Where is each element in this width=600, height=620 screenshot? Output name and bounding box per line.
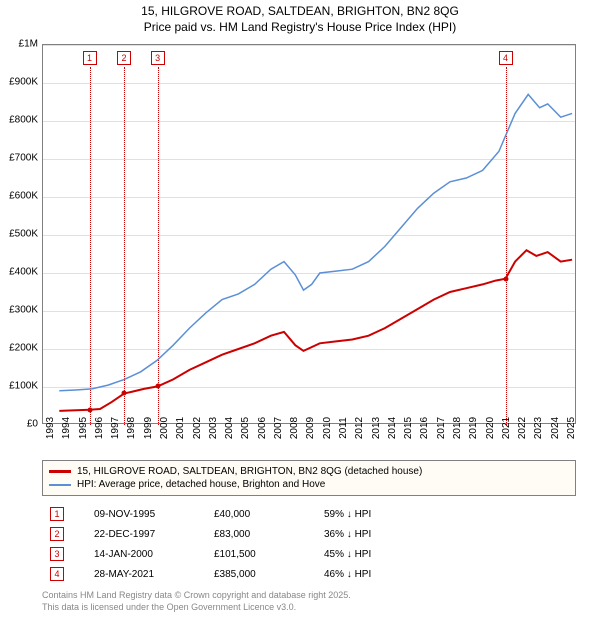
event-date: 14-JAN-2000 <box>94 549 214 560</box>
event-row: 3 14-JAN-2000£101,50045% ↓ HPI <box>42 544 576 564</box>
legend-row: HPI: Average price, detached house, Brig… <box>49 478 569 491</box>
title-line-1: 15, HILGROVE ROAD, SALTDEAN, BRIGHTON, B… <box>0 4 600 20</box>
marker-box: 2 <box>117 51 131 65</box>
event-marker: 3 <box>50 547 64 561</box>
footer: Contains HM Land Registry data © Crown c… <box>42 590 351 613</box>
y-axis-tick: £0 <box>27 419 38 430</box>
event-price: £83,000 <box>214 529 324 540</box>
y-axis-tick: £300K <box>9 305 38 316</box>
event-date: 28-MAY-2021 <box>94 569 214 580</box>
event-row: 2 22-DEC-1997£83,00036% ↓ HPI <box>42 524 576 544</box>
data-point <box>122 391 127 396</box>
y-axis-tick: £800K <box>9 115 38 126</box>
event-marker: 2 <box>50 527 64 541</box>
y-axis-tick: £400K <box>9 267 38 278</box>
events-table: 1 09-NOV-1995£40,00059% ↓ HPI 2 22-DEC-1997… <box>42 504 576 584</box>
event-delta: 45% ↓ HPI <box>324 549 371 560</box>
event-delta: 36% ↓ HPI <box>324 529 371 540</box>
series-line-hpi <box>59 94 572 390</box>
y-axis-tick: £500K <box>9 229 38 240</box>
event-date: 22-DEC-1997 <box>94 529 214 540</box>
footer-line-2: This data is licensed under the Open Gov… <box>42 602 351 614</box>
y-axis-tick: £200K <box>9 343 38 354</box>
event-row: 4 28-MAY-2021£385,00046% ↓ HPI <box>42 564 576 584</box>
legend-box: 15, HILGROVE ROAD, SALTDEAN, BRIGHTON, B… <box>42 460 576 496</box>
event-delta: 59% ↓ HPI <box>324 509 371 520</box>
event-delta: 46% ↓ HPI <box>324 569 371 580</box>
marker-box: 4 <box>499 51 513 65</box>
y-axis-tick: £700K <box>9 153 38 164</box>
data-point <box>155 384 160 389</box>
y-axis-tick: £100K <box>9 381 38 392</box>
title-block: 15, HILGROVE ROAD, SALTDEAN, BRIGHTON, B… <box>0 0 600 35</box>
legend-swatch-2 <box>49 484 71 486</box>
series-line-price_paid <box>59 250 572 411</box>
event-date: 09-NOV-1995 <box>94 509 214 520</box>
marker-box: 1 <box>83 51 97 65</box>
event-row: 1 09-NOV-1995£40,00059% ↓ HPI <box>42 504 576 524</box>
y-axis-tick: £1M <box>19 39 38 50</box>
footer-line-1: Contains HM Land Registry data © Crown c… <box>42 590 351 602</box>
y-axis-tick: £900K <box>9 77 38 88</box>
event-price: £101,500 <box>214 549 324 560</box>
chart-plot-area: 1 2 3 4 <box>42 44 576 424</box>
legend-label-1: 15, HILGROVE ROAD, SALTDEAN, BRIGHTON, B… <box>77 466 422 477</box>
event-marker: 4 <box>50 567 64 581</box>
chart-container: 15, HILGROVE ROAD, SALTDEAN, BRIGHTON, B… <box>0 0 600 620</box>
event-price: £40,000 <box>214 509 324 520</box>
event-price: £385,000 <box>214 569 324 580</box>
data-point <box>503 276 508 281</box>
legend-row: 15, HILGROVE ROAD, SALTDEAN, BRIGHTON, B… <box>49 465 569 478</box>
legend-swatch-1 <box>49 470 71 473</box>
data-point <box>87 407 92 412</box>
event-marker: 1 <box>50 507 64 521</box>
marker-box: 3 <box>151 51 165 65</box>
legend-label-2: HPI: Average price, detached house, Brig… <box>77 479 325 490</box>
y-axis-tick: £600K <box>9 191 38 202</box>
title-line-2: Price paid vs. HM Land Registry's House … <box>0 20 600 36</box>
chart-svg <box>43 45 577 425</box>
